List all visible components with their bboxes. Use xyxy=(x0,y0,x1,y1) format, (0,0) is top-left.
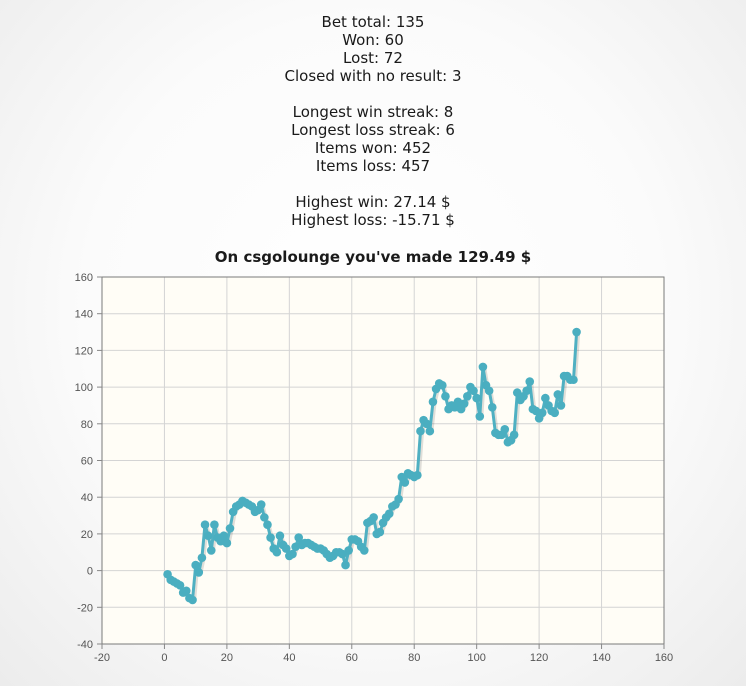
longest-loss-streak-text: Longest loss streak: 6 xyxy=(291,121,455,139)
highest-win-text: Highest win: 27.14 $ xyxy=(295,193,451,211)
data-point xyxy=(400,478,410,487)
y-tick-label: -40 xyxy=(77,639,93,651)
y-tick-label: 60 xyxy=(81,456,93,468)
data-point xyxy=(288,549,297,559)
x-tick-label: 140 xyxy=(592,652,610,664)
y-tick-label: 160 xyxy=(75,272,93,284)
data-point xyxy=(206,546,216,555)
bet-total-text: Bet total: 135 xyxy=(321,13,425,31)
x-tick-label: 60 xyxy=(346,652,358,664)
x-tick-label: 100 xyxy=(467,652,485,664)
data-point xyxy=(425,426,435,436)
data-point xyxy=(294,533,304,542)
data-point xyxy=(359,546,369,555)
data-point xyxy=(182,586,191,596)
data-point xyxy=(266,533,275,542)
x-axis-ticks: -20 0 20 40 60 80 100 120 140 160 xyxy=(94,644,673,664)
data-point xyxy=(500,425,510,434)
data-point xyxy=(512,388,522,397)
highest-loss-text: Highest loss: -15.71 $ xyxy=(291,211,455,229)
data-point xyxy=(191,560,200,570)
data-point xyxy=(219,531,229,541)
data-point xyxy=(210,520,219,530)
x-tick-label: -20 xyxy=(94,652,110,664)
data-point xyxy=(275,531,285,541)
data-point xyxy=(553,390,563,399)
y-axis-ticks: -40 -20 0 20 40 60 80 100 120 140 160 xyxy=(75,272,102,651)
y-tick-label: 120 xyxy=(75,345,93,357)
x-tick-label: 20 xyxy=(221,652,233,664)
data-point xyxy=(509,430,519,440)
data-point xyxy=(384,509,394,519)
data-point xyxy=(256,500,266,509)
series-profit xyxy=(163,327,581,605)
data-point xyxy=(338,549,347,559)
data-point xyxy=(413,470,422,480)
data-point xyxy=(572,327,581,337)
data-point xyxy=(459,399,469,408)
data-point xyxy=(463,391,472,401)
data-point xyxy=(428,397,438,407)
data-point xyxy=(341,560,350,570)
y-tick-label: 0 xyxy=(87,566,93,578)
data-point xyxy=(522,386,531,396)
y-tick-label: -20 xyxy=(77,602,93,614)
data-point xyxy=(556,401,566,410)
data-point xyxy=(475,412,485,421)
y-tick-label: 140 xyxy=(75,309,93,321)
items-loss-text: Items loss: 457 xyxy=(315,157,431,175)
data-point xyxy=(260,513,269,522)
stats-summary: Bet total: 135 Won: 60 Lost: 72 Closed w… xyxy=(0,13,746,229)
data-point xyxy=(438,380,447,390)
data-point xyxy=(469,386,478,396)
data-point xyxy=(394,494,403,504)
data-point xyxy=(369,513,378,522)
data-point xyxy=(222,538,232,548)
items-won-text: Items won: 452 xyxy=(314,139,432,157)
y-tick-label: 40 xyxy=(81,492,93,504)
data-point xyxy=(225,524,235,533)
data-point xyxy=(200,520,210,530)
lost-text: Lost: 72 xyxy=(343,49,403,67)
data-point xyxy=(194,568,204,577)
profit-line-chart: -20 0 20 40 60 80 100 120 140 160 -40-20020406080… xyxy=(75,272,674,664)
data-point xyxy=(197,553,207,563)
x-tick-label: 80 xyxy=(408,652,420,664)
data-point xyxy=(272,547,282,557)
spacer xyxy=(0,175,746,193)
data-point xyxy=(484,386,494,396)
x-tick-label: 160 xyxy=(655,652,673,664)
data-point xyxy=(487,402,497,412)
data-point xyxy=(550,408,560,418)
x-tick-label: 0 xyxy=(161,652,167,664)
data-point xyxy=(175,580,185,590)
data-point xyxy=(525,377,535,386)
y-tick-label: 80 xyxy=(81,419,93,431)
profit-headline: On csgolounge you've made 129.49 $ xyxy=(214,248,532,266)
data-point xyxy=(541,393,550,403)
data-point xyxy=(263,520,272,530)
data-point xyxy=(422,419,432,429)
data-point xyxy=(281,544,291,553)
longest-win-streak-text: Longest win streak: 8 xyxy=(292,103,454,121)
data-point xyxy=(569,375,578,385)
x-tick-label: 120 xyxy=(530,652,548,664)
data-point xyxy=(188,595,197,605)
spacer xyxy=(0,85,746,103)
data-point xyxy=(344,546,353,555)
y-tick-label: 20 xyxy=(81,529,93,541)
data-point xyxy=(416,426,425,436)
data-point xyxy=(478,362,488,372)
won-text: Won: 60 xyxy=(342,31,404,49)
data-point xyxy=(537,408,547,418)
data-point xyxy=(203,531,213,541)
y-tick-label: 100 xyxy=(75,382,93,394)
data-point xyxy=(375,527,385,537)
x-tick-label: 40 xyxy=(283,652,295,664)
data-point xyxy=(472,393,481,403)
data-point xyxy=(441,391,450,401)
no-result-text: Closed with no result: 3 xyxy=(284,67,462,85)
